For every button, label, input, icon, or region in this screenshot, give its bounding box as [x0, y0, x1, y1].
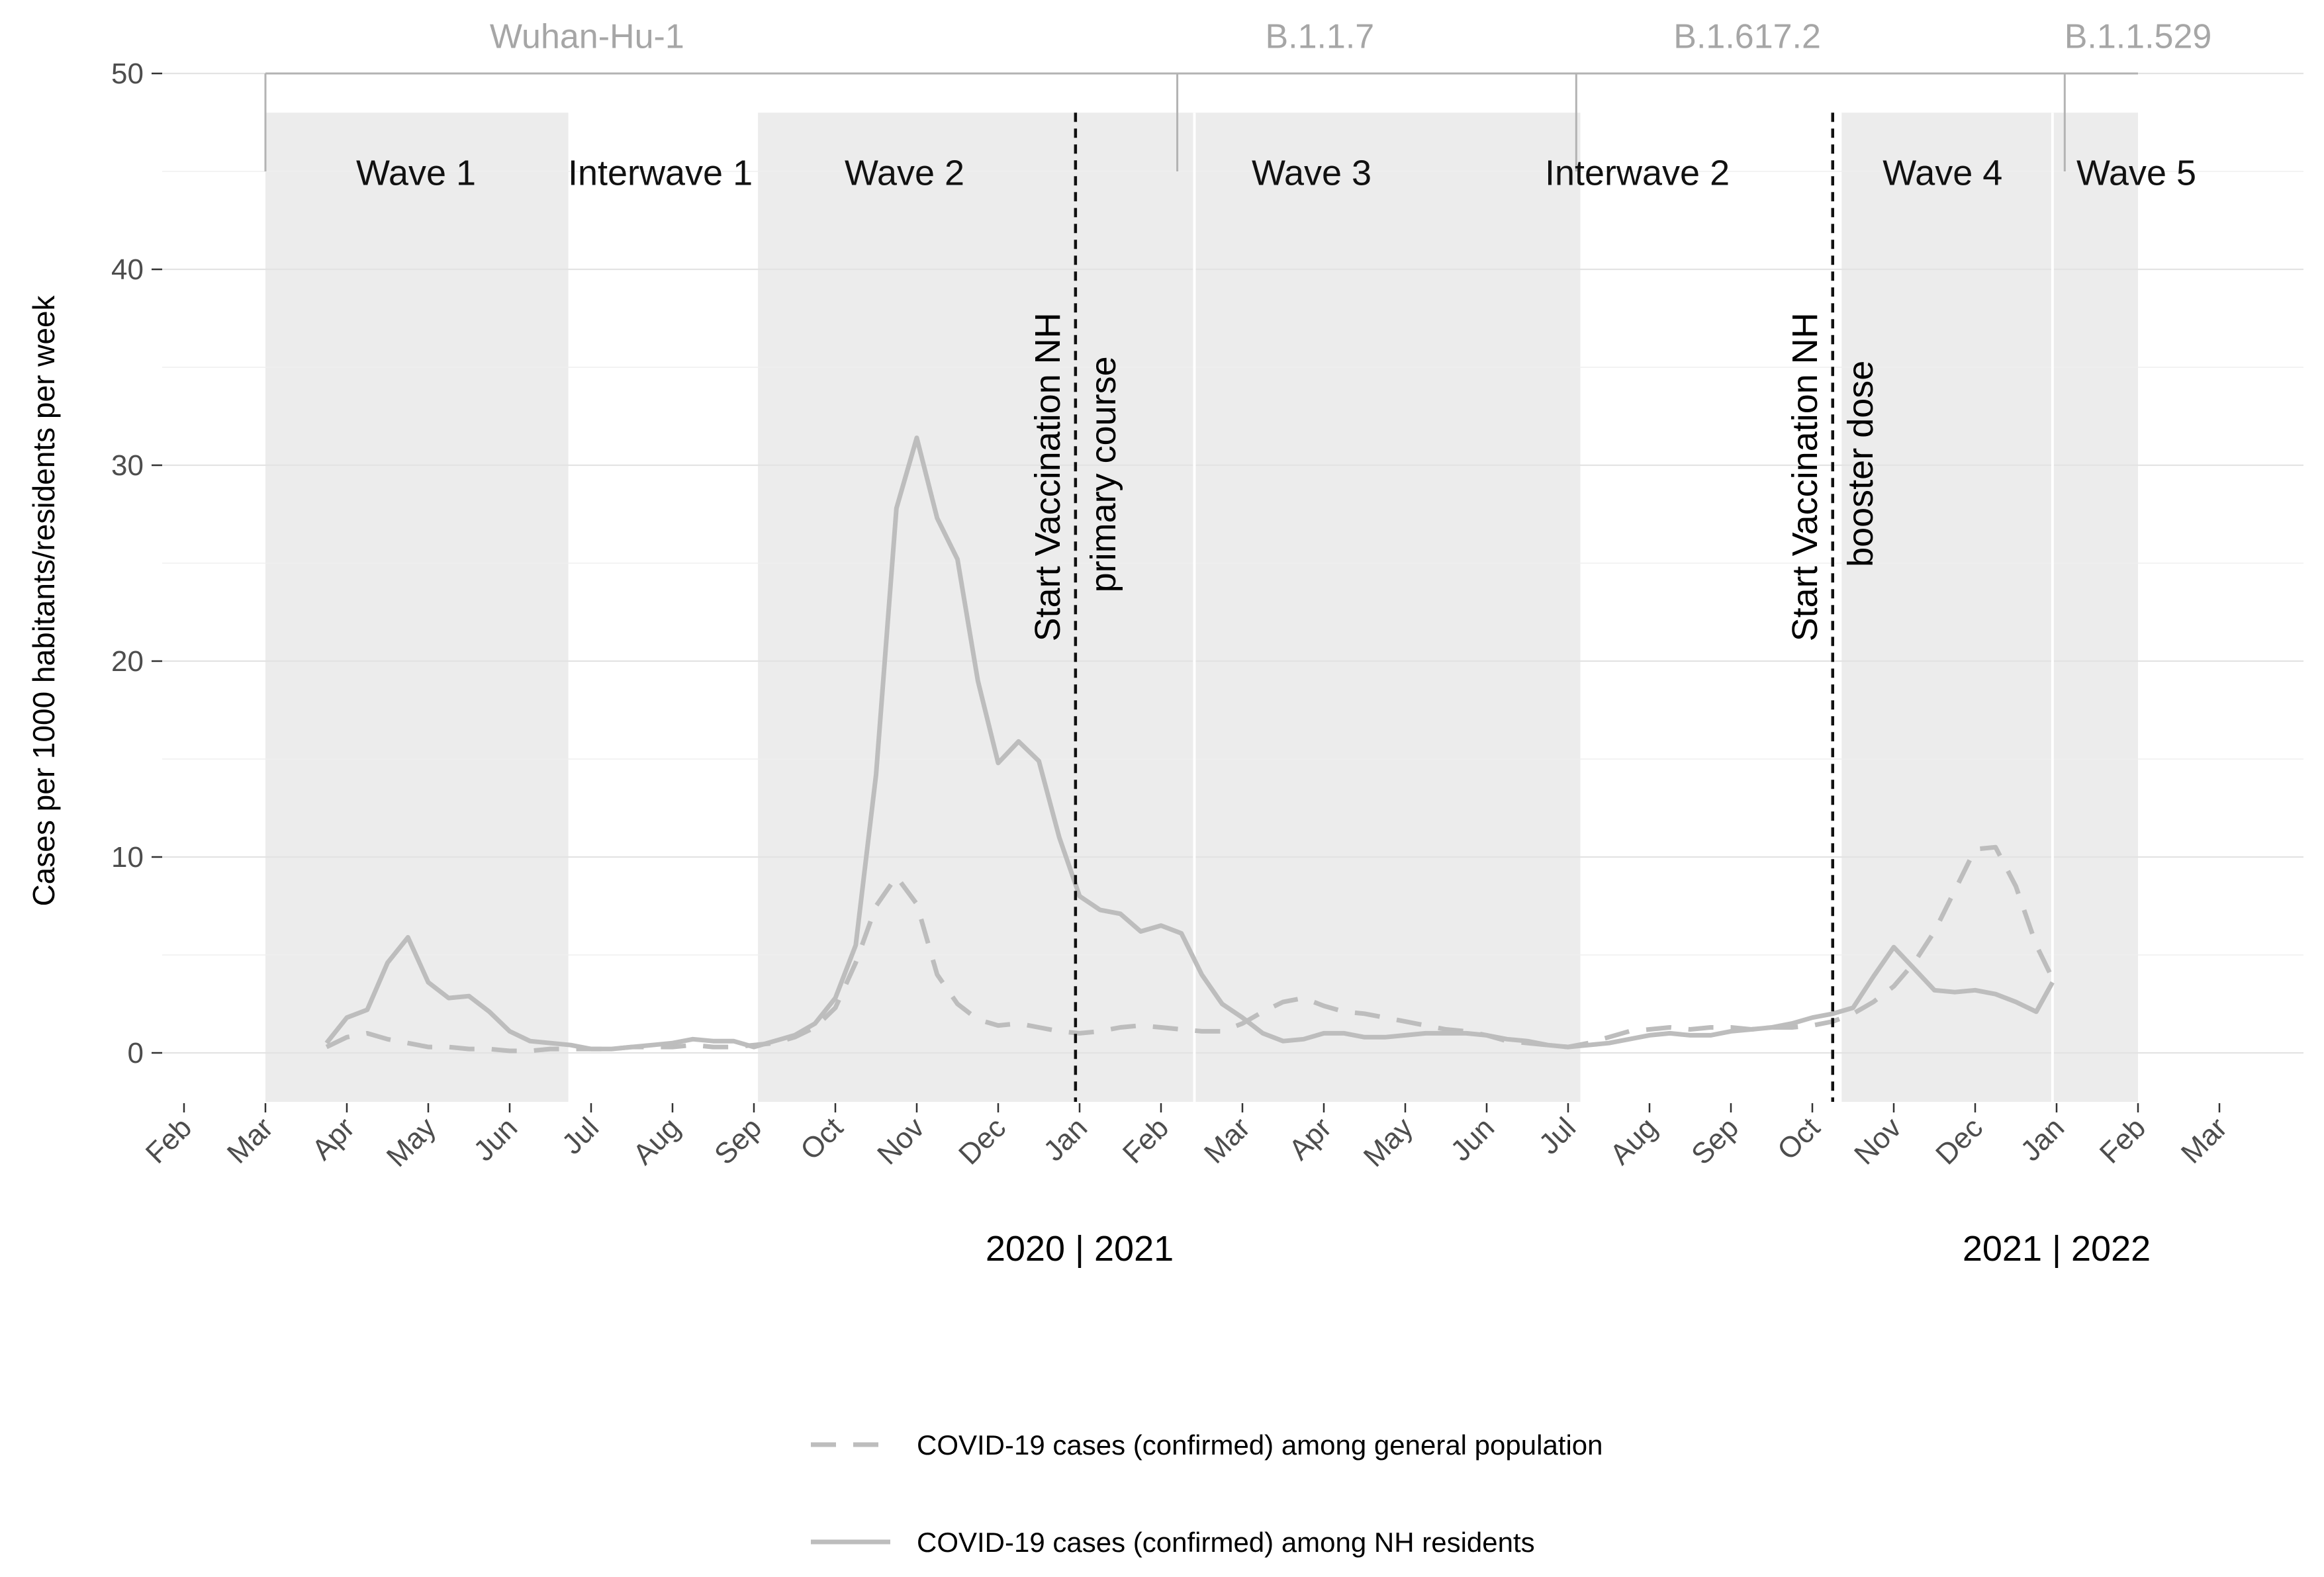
variant-label-1: Wuhan-Hu-1 — [490, 18, 684, 56]
y-axis: 0 10 20 30 40 50 — [111, 58, 162, 1069]
variant-brackets: Wuhan-Hu-1 B.1.1.7 B.1.617.2 B.1.1.529 — [264, 18, 2212, 171]
period-shade-6 — [1841, 113, 2053, 1103]
vaccination-label-2-line-1: Start Vaccination NH — [1785, 312, 1825, 641]
period-label-5: Interwave 2 — [1545, 154, 1730, 193]
vaccination-label-1-line-1: Start Vaccination NH — [1028, 312, 1068, 641]
period-label-6: Wave 4 — [1882, 154, 2002, 193]
y-tick-label-20: 20 — [111, 645, 144, 678]
variant-label-4: B.1.1.529 — [2065, 18, 2212, 56]
period-shade-4 — [1194, 113, 1581, 1103]
y-tick-label-40: 40 — [111, 253, 144, 286]
y-tick-label-0: 0 — [128, 1037, 144, 1069]
period-shading — [265, 113, 2138, 1103]
period-shade-1 — [265, 113, 569, 1103]
year-label-2: 2021 | 2022 — [1963, 1229, 2151, 1269]
period-shade-7 — [2052, 113, 2138, 1103]
period-label-4: Wave 3 — [1252, 154, 1371, 193]
year-label-1: 2020 | 2021 — [986, 1229, 1174, 1269]
y-tick-label-30: 30 — [111, 449, 144, 482]
period-labels: Wave 1 Interwave 1 Wave 2 Wave 3 Interwave 2… — [356, 154, 2196, 193]
vaccination-label-1-line-2: primary course — [1084, 356, 1123, 592]
legend: COVID-19 cases (confirmed) among general… — [811, 1429, 1603, 1558]
period-shade-3 — [758, 113, 1195, 1103]
legend-label-1: COVID-19 cases (confirmed) among general… — [917, 1429, 1603, 1461]
period-label-2: Interwave 1 — [568, 154, 753, 193]
period-label-3: Wave 2 — [845, 154, 964, 193]
vaccination-label-2-line-2: booster dose — [1841, 361, 1881, 567]
period-label-7: Wave 5 — [2076, 154, 2196, 193]
y-tick-label-10: 10 — [111, 841, 144, 874]
variant-label-2: B.1.1.7 — [1265, 18, 1374, 56]
series-nh-residents — [324, 435, 2055, 1052]
variant-label-3: B.1.617.2 — [1673, 18, 1821, 56]
y-axis-title: Cases per 1000 habitants/residents per w… — [26, 294, 61, 906]
data-series — [324, 435, 2055, 1054]
period-label-1: Wave 1 — [356, 154, 476, 193]
year-labels: 2020 | 2021 2021 | 2022 — [986, 1229, 2151, 1269]
legend-label-2: COVID-19 cases (confirmed) among NH resi… — [917, 1527, 1535, 1558]
y-tick-label-50: 50 — [111, 58, 144, 90]
vaccination-markers: Start Vaccination NH primary course Start … — [1028, 113, 1881, 1102]
